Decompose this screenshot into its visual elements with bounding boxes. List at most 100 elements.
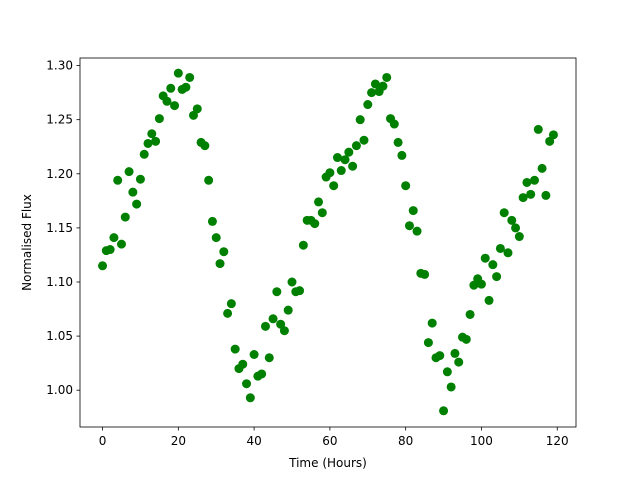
data-point — [147, 129, 157, 139]
data-point — [340, 155, 350, 165]
data-point — [242, 379, 252, 389]
data-point — [401, 181, 411, 191]
y-tick-label: 1.30 — [46, 59, 73, 73]
data-point — [105, 245, 115, 255]
data-point — [548, 130, 558, 140]
data-point — [367, 88, 377, 98]
x-tick-label: 100 — [470, 434, 493, 448]
data-point — [461, 334, 471, 344]
data-point — [200, 141, 210, 151]
data-point — [132, 199, 142, 209]
data-point — [162, 96, 172, 106]
data-point — [173, 68, 183, 78]
data-point — [276, 319, 286, 329]
data-point — [450, 348, 460, 358]
data-point — [397, 150, 407, 160]
data-point — [382, 72, 392, 82]
data-point — [484, 295, 494, 305]
data-point — [488, 260, 498, 270]
data-point — [541, 190, 551, 200]
data-point — [355, 115, 365, 125]
y-tick-label: 1.25 — [46, 113, 73, 127]
data-point — [408, 206, 418, 216]
data-point — [298, 240, 308, 250]
x-tick-label: 0 — [99, 434, 107, 448]
data-point — [439, 406, 449, 416]
data-point — [359, 135, 369, 145]
data-point — [310, 219, 320, 229]
data-point — [393, 137, 403, 147]
x-tick-label: 80 — [398, 434, 413, 448]
data-point — [226, 299, 236, 309]
data-point — [188, 110, 198, 120]
data-point — [98, 261, 108, 271]
x-axis-label: Time (Hours) — [288, 456, 367, 470]
data-point — [166, 83, 176, 93]
data-point — [454, 357, 464, 367]
data-point — [170, 101, 180, 111]
data-point — [423, 338, 433, 348]
x-tick-label: 60 — [322, 434, 337, 448]
data-point — [332, 153, 342, 163]
data-point — [404, 221, 414, 231]
data-point — [476, 279, 486, 289]
data-point — [268, 314, 278, 324]
data-point — [272, 287, 282, 297]
x-tick-label: 40 — [246, 434, 261, 448]
data-point — [295, 286, 305, 296]
data-point — [211, 233, 221, 243]
data-point — [245, 393, 255, 403]
data-point — [143, 138, 153, 148]
data-point — [204, 175, 214, 185]
data-point — [495, 243, 505, 253]
data-point — [389, 119, 399, 129]
data-point — [249, 349, 259, 359]
data-point — [257, 369, 267, 379]
data-point — [442, 367, 452, 377]
data-point — [135, 174, 145, 184]
y-tick-label: 1.10 — [46, 275, 73, 289]
data-point — [124, 167, 134, 177]
data-point — [412, 226, 422, 236]
y-tick-label: 1.20 — [46, 167, 73, 181]
data-point — [530, 175, 540, 185]
data-point — [139, 149, 149, 159]
data-point — [503, 248, 513, 258]
data-point — [154, 114, 164, 124]
data-point — [378, 81, 388, 91]
data-point — [537, 163, 547, 173]
data-point — [526, 189, 536, 199]
data-point — [363, 100, 373, 110]
data-point — [348, 161, 358, 171]
data-point — [522, 177, 532, 187]
data-point — [480, 253, 490, 263]
data-point — [287, 277, 297, 287]
data-point — [116, 239, 126, 249]
data-point — [533, 124, 543, 134]
data-point — [219, 247, 229, 257]
y-tick-label: 1.15 — [46, 221, 73, 235]
x-tick-label: 120 — [546, 434, 569, 448]
data-point — [192, 104, 202, 114]
data-point — [420, 269, 430, 279]
data-point — [109, 233, 119, 243]
data-point — [128, 187, 138, 197]
data-point — [120, 212, 130, 222]
x-tick-label: 20 — [171, 434, 186, 448]
data-point — [223, 308, 233, 318]
data-point — [469, 280, 479, 290]
data-point — [238, 359, 248, 369]
data-point — [514, 232, 524, 242]
data-point — [151, 136, 161, 146]
data-point — [351, 141, 361, 151]
data-point — [344, 147, 354, 157]
data-point — [446, 382, 456, 392]
y-tick-label: 1.05 — [46, 329, 73, 343]
data-point — [264, 353, 274, 363]
data-point — [435, 351, 445, 361]
data-point — [230, 344, 240, 354]
data-point — [185, 72, 195, 82]
data-point — [260, 321, 270, 331]
data-point — [511, 223, 521, 233]
